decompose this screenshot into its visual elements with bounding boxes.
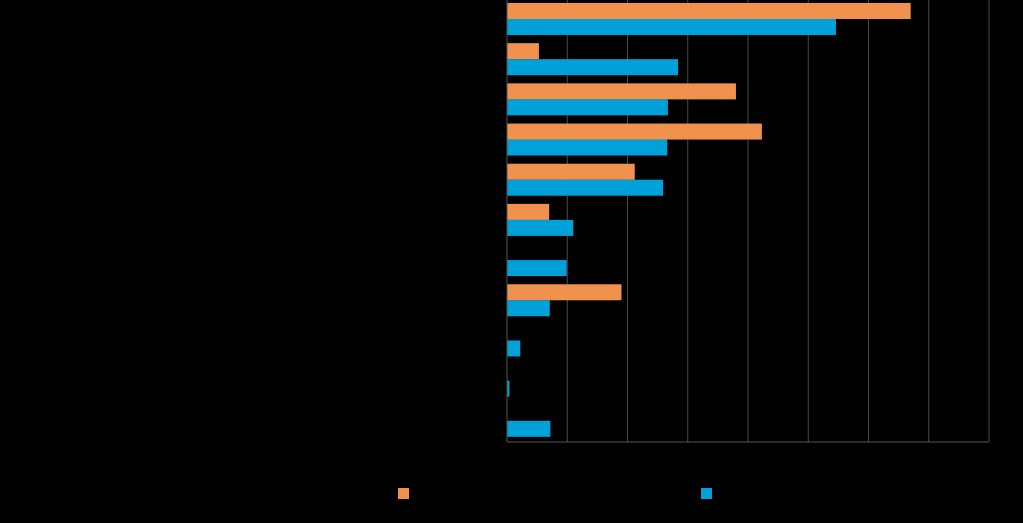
bar-orange bbox=[507, 3, 911, 19]
bar-blue bbox=[507, 420, 551, 437]
bar-orange bbox=[507, 203, 550, 220]
bar-blue bbox=[507, 260, 567, 277]
bar-orange bbox=[507, 284, 622, 301]
bar-blue bbox=[507, 179, 664, 196]
bar-blue bbox=[507, 219, 574, 236]
bar-blue bbox=[507, 340, 521, 357]
bar-blue bbox=[507, 99, 668, 116]
bar-blue bbox=[507, 300, 550, 317]
bar-orange bbox=[507, 43, 539, 60]
legend-item-blue bbox=[701, 488, 712, 499]
legend-item-orange bbox=[398, 488, 409, 499]
bar-orange bbox=[507, 83, 736, 100]
bar-blue bbox=[507, 59, 679, 76]
legend-swatch-orange bbox=[398, 488, 409, 499]
bars bbox=[507, 3, 911, 437]
axes bbox=[506, 0, 989, 443]
legend-swatch-blue bbox=[701, 488, 712, 499]
bar-blue bbox=[507, 19, 836, 35]
bar-blue bbox=[507, 380, 510, 397]
bar-orange bbox=[507, 123, 762, 140]
bar-blue bbox=[507, 139, 668, 156]
bar-orange bbox=[507, 163, 635, 180]
